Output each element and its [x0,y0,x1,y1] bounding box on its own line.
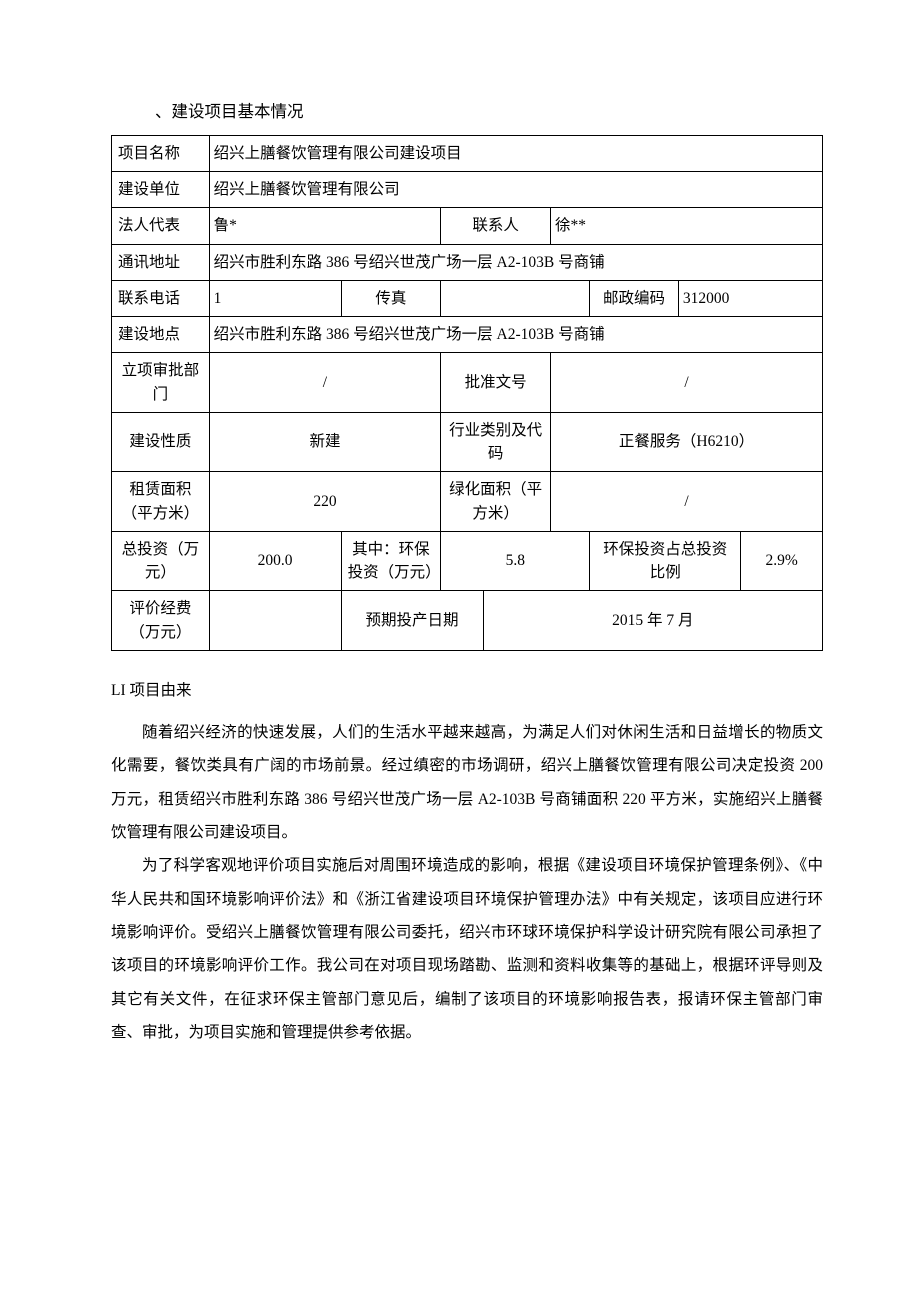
label-total-invest: 总投资（万元） [112,531,210,591]
table-row: 租赁面积（平方米） 220 绿化面积（平方米） / [112,472,823,532]
value-contact-person: 徐** [550,208,822,244]
table-row: 总投资（万元） 200.0 其中：环保投资（万元） 5.8 环保投资占总投资比例… [112,531,823,591]
label-green-area: 绿化面积（平方米） [441,472,551,532]
value-fax [441,280,590,316]
value-build-nature: 新建 [209,412,441,472]
body-text: 随着绍兴经济的快速发展，人们的生活水平越来越高，为满足人们对休闲生活和日益增长的… [111,716,823,1049]
label-approval-dept: 立项审批部门 [112,353,210,413]
table-row: 建设地点 绍兴市胜利东路 386 号绍兴世茂广场一层 A2-103B 号商铺 [112,317,823,353]
value-project-name: 绍兴上膳餐饮管理有限公司建设项目 [209,135,822,171]
body-section-title: LI 项目由来 [111,679,823,702]
label-build-location: 建设地点 [112,317,210,353]
value-postcode: 312000 [678,280,822,316]
label-approval-no: 批准文号 [441,353,551,413]
label-env-ratio: 环保投资占总投资比例 [590,531,741,591]
value-address: 绍兴市胜利东路 386 号绍兴世茂广场一层 A2-103B 号商铺 [209,244,822,280]
label-rent-area: 租赁面积（平方米） [112,472,210,532]
project-info-table: 项目名称 绍兴上膳餐饮管理有限公司建设项目 建设单位 绍兴上膳餐饮管理有限公司 … [111,135,823,651]
label-build-unit: 建设单位 [112,172,210,208]
label-postcode: 邮政编码 [590,280,679,316]
table-row: 法人代表 鲁* 联系人 徐** [112,208,823,244]
value-build-location: 绍兴市胜利东路 386 号绍兴世茂广场一层 A2-103B 号商铺 [209,317,822,353]
label-contact-person: 联系人 [441,208,551,244]
table-row: 项目名称 绍兴上膳餐饮管理有限公司建设项目 [112,135,823,171]
table-row: 建设性质 新建 行业类别及代码 正餐服务（H6210） [112,412,823,472]
label-address: 通讯地址 [112,244,210,280]
table-row: 立项审批部门 / 批准文号 / [112,353,823,413]
value-phone: 1 [209,280,341,316]
value-total-invest: 200.0 [209,531,341,591]
table-row: 建设单位 绍兴上膳餐饮管理有限公司 [112,172,823,208]
value-approval-no: / [550,353,822,413]
label-build-nature: 建设性质 [112,412,210,472]
label-project-name: 项目名称 [112,135,210,171]
value-green-area: / [550,472,822,532]
value-build-unit: 绍兴上膳餐饮管理有限公司 [209,172,822,208]
value-approval-dept: / [209,353,441,413]
value-env-ratio: 2.9% [741,531,823,591]
label-env-invest: 其中：环保投资（万元） [341,531,441,591]
paragraph-1: 随着绍兴经济的快速发展，人们的生活水平越来越高，为满足人们对休闲生活和日益增长的… [111,716,823,849]
value-industry-code: 正餐服务（H6210） [550,412,822,472]
label-fax: 传真 [341,280,441,316]
value-legal-rep: 鲁* [209,208,441,244]
value-env-invest: 5.8 [441,531,590,591]
label-industry-code: 行业类别及代码 [441,412,551,472]
label-phone: 联系电话 [112,280,210,316]
value-rent-area: 220 [209,472,441,532]
paragraph-2: 为了科学客观地评价项目实施后对周围环境造成的影响，根据《建设项目环境保护管理条例… [111,849,823,1049]
section-heading: 、建设项目基本情况 [111,100,823,125]
label-legal-rep: 法人代表 [112,208,210,244]
label-production-date: 预期投产日期 [341,591,483,651]
table-row: 通讯地址 绍兴市胜利东路 386 号绍兴世茂广场一层 A2-103B 号商铺 [112,244,823,280]
value-production-date: 2015 年 7 月 [483,591,822,651]
table-row: 联系电话 1 传真 邮政编码 312000 [112,280,823,316]
label-eval-fee: 评价经费（万元） [112,591,210,651]
value-eval-fee [209,591,341,651]
table-row: 评价经费（万元） 预期投产日期 2015 年 7 月 [112,591,823,651]
